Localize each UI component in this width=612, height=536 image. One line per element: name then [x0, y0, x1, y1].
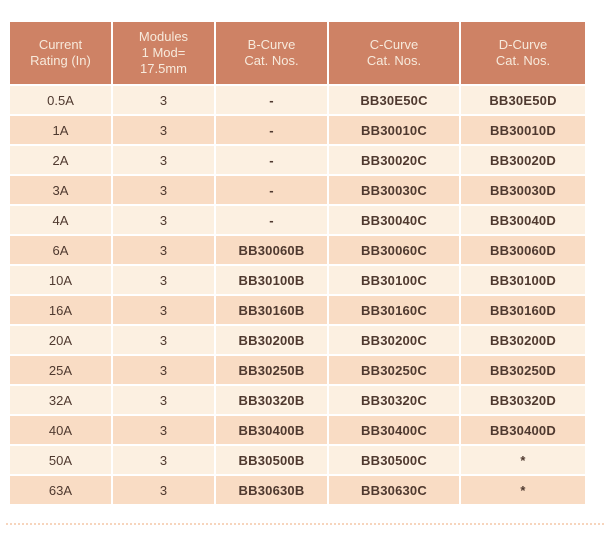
cell-d-curve-cat-no: BB30020D: [461, 146, 585, 174]
cell-c-curve-cat-no: BB30200C: [329, 326, 459, 354]
cell-b-curve-cat-no: BB30320B: [216, 386, 327, 414]
col-header-c-curve: C-Curve Cat. Nos.: [329, 22, 459, 84]
cell-b-curve-cat-no: -: [216, 116, 327, 144]
cell-modules: 3: [113, 446, 214, 474]
cell-c-curve-cat-no: BB30020C: [329, 146, 459, 174]
table-body: 0.5A 3- BB30E50C BB30E50D 1A 3- BB30010C BB3001…: [10, 86, 585, 504]
cell-modules: 3: [113, 356, 214, 384]
table-row: 2A 3- BB30020C BB30020D: [10, 146, 585, 174]
cell-current-rating: 32A: [10, 386, 111, 414]
cell-c-curve-cat-no: BB30500C: [329, 446, 459, 474]
cell-modules: 3: [113, 206, 214, 234]
cell-modules: 3: [113, 476, 214, 504]
cell-d-curve-cat-no: BB30320D: [461, 386, 585, 414]
cell-b-curve-cat-no: -: [216, 146, 327, 174]
cell-b-curve-cat-no: -: [216, 206, 327, 234]
cell-d-curve-cat-no: BB30400D: [461, 416, 585, 444]
cell-b-curve-cat-no: BB30160B: [216, 296, 327, 324]
cell-c-curve-cat-no: BB30010C: [329, 116, 459, 144]
cell-c-curve-cat-no: BB30630C: [329, 476, 459, 504]
header-row: Current Rating (In) Modules 1 Mod= 17.5m…: [10, 22, 585, 84]
cell-c-curve-cat-no: BB30E50C: [329, 86, 459, 114]
cell-c-curve-cat-no: BB30320C: [329, 386, 459, 414]
cell-current-rating: 50A: [10, 446, 111, 474]
col-header-modules: Modules 1 Mod= 17.5mm: [113, 22, 214, 84]
catalog-table-container: Current Rating (In) Modules 1 Mod= 17.5m…: [8, 20, 587, 506]
cell-c-curve-cat-no: BB30060C: [329, 236, 459, 264]
cell-c-curve-cat-no: BB30030C: [329, 176, 459, 204]
cell-modules: 3: [113, 296, 214, 324]
cell-b-curve-cat-no: BB30250B: [216, 356, 327, 384]
cell-c-curve-cat-no: BB30040C: [329, 206, 459, 234]
table-row: 40A 3 BB30400B BB30400C BB30400D: [10, 416, 585, 444]
cell-current-rating: 16A: [10, 296, 111, 324]
cell-d-curve-cat-no: BB30040D: [461, 206, 585, 234]
cell-current-rating: 6A: [10, 236, 111, 264]
cell-current-rating: 40A: [10, 416, 111, 444]
cell-current-rating: 20A: [10, 326, 111, 354]
cell-modules: 3: [113, 326, 214, 354]
table-row: 6A 3 BB30060B BB30060C BB30060D: [10, 236, 585, 264]
cell-current-rating: 3A: [10, 176, 111, 204]
cell-modules: 3: [113, 266, 214, 294]
cell-b-curve-cat-no: BB30500B: [216, 446, 327, 474]
cell-modules: 3: [113, 416, 214, 444]
cell-current-rating: 10A: [10, 266, 111, 294]
table-row: 1A 3- BB30010C BB30010D: [10, 116, 585, 144]
table-row: 16A 3 BB30160B BB30160C BB30160D: [10, 296, 585, 324]
cell-modules: 3: [113, 386, 214, 414]
cell-d-curve-cat-no: BB30060D: [461, 236, 585, 264]
cell-b-curve-cat-no: BB30100B: [216, 266, 327, 294]
cell-d-curve-cat-no: BB30E50D: [461, 86, 585, 114]
cell-b-curve-cat-no: BB30400B: [216, 416, 327, 444]
table-row: 3A 3- BB30030C BB30030D: [10, 176, 585, 204]
cell-c-curve-cat-no: BB30160C: [329, 296, 459, 324]
cell-modules: 3: [113, 86, 214, 114]
col-header-b-curve: B-Curve Cat. Nos.: [216, 22, 327, 84]
table-row: 4A 3- BB30040C BB30040D: [10, 206, 585, 234]
cell-d-curve-cat-no: *: [461, 446, 585, 474]
col-header-d-curve: D-Curve Cat. Nos.: [461, 22, 585, 84]
cell-b-curve-cat-no: -: [216, 86, 327, 114]
cell-d-curve-cat-no: *: [461, 476, 585, 504]
cell-b-curve-cat-no: -: [216, 176, 327, 204]
cell-modules: 3: [113, 176, 214, 204]
cell-current-rating: 25A: [10, 356, 111, 384]
table-row: 63A 3 BB30630B BB30630C *: [10, 476, 585, 504]
cell-b-curve-cat-no: BB30630B: [216, 476, 327, 504]
table-row: 32A 3 BB30320B BB30320C BB30320D: [10, 386, 585, 414]
cell-d-curve-cat-no: BB30100D: [461, 266, 585, 294]
cell-modules: 3: [113, 116, 214, 144]
table-row: 50A 3 BB30500B BB30500C *: [10, 446, 585, 474]
cell-current-rating: 63A: [10, 476, 111, 504]
catalog-table: Current Rating (In) Modules 1 Mod= 17.5m…: [8, 20, 587, 506]
cell-b-curve-cat-no: BB30060B: [216, 236, 327, 264]
cell-c-curve-cat-no: BB30400C: [329, 416, 459, 444]
cell-d-curve-cat-no: BB30200D: [461, 326, 585, 354]
cell-current-rating: 0.5A: [10, 86, 111, 114]
table-row: 25A 3 BB30250B BB30250C BB30250D: [10, 356, 585, 384]
cell-b-curve-cat-no: BB30200B: [216, 326, 327, 354]
table-row: 0.5A 3- BB30E50C BB30E50D: [10, 86, 585, 114]
cell-d-curve-cat-no: BB30030D: [461, 176, 585, 204]
table-header: Current Rating (In) Modules 1 Mod= 17.5m…: [10, 22, 585, 84]
cell-d-curve-cat-no: BB30160D: [461, 296, 585, 324]
cell-current-rating: 4A: [10, 206, 111, 234]
table-row: 20A 3 BB30200B BB30200C BB30200D: [10, 326, 585, 354]
col-header-current-rating: Current Rating (In): [10, 22, 111, 84]
cell-d-curve-cat-no: BB30010D: [461, 116, 585, 144]
cell-d-curve-cat-no: BB30250D: [461, 356, 585, 384]
cell-modules: 3: [113, 236, 214, 264]
cell-current-rating: 1A: [10, 116, 111, 144]
table-row: 10A 3 BB30100B BB30100C BB30100D: [10, 266, 585, 294]
cell-c-curve-cat-no: BB30100C: [329, 266, 459, 294]
cell-c-curve-cat-no: BB30250C: [329, 356, 459, 384]
cell-current-rating: 2A: [10, 146, 111, 174]
cell-modules: 3: [113, 146, 214, 174]
page-bottom-dotted-divider: [6, 523, 604, 525]
